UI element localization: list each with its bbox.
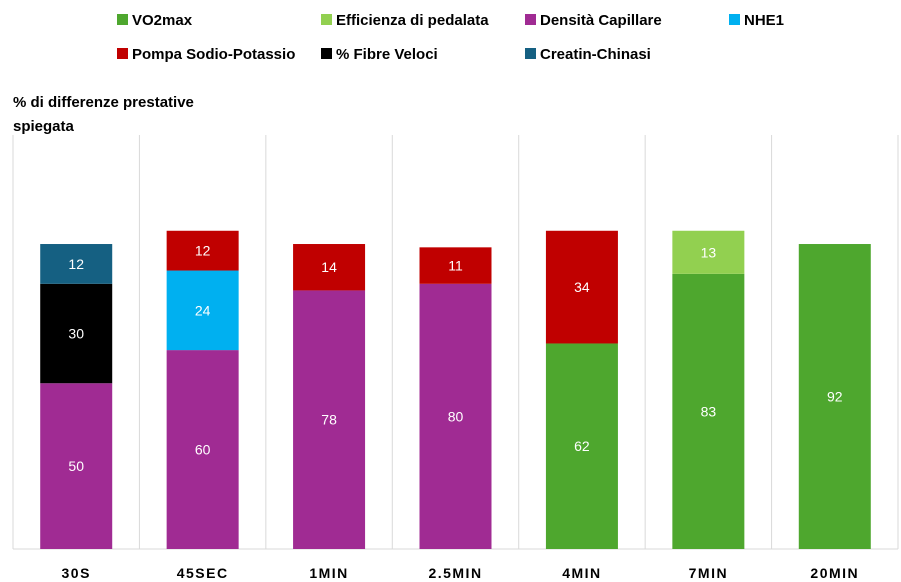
data-label-4min-vo2max: 62: [574, 438, 590, 454]
legend-label-vo2max: VO2max: [132, 12, 193, 29]
data-label-45sec-densit-capillare: 60: [195, 442, 211, 458]
bar-stack-4min: 62 34: [545, 230, 618, 549]
bar-stack-1min: 78 14: [293, 244, 366, 549]
bar-segment-45sec-densit-capillare: [166, 350, 239, 549]
data-label-45sec-pompa-sodio-potassio: 12: [195, 243, 211, 259]
legend-label-creatin-chinasi: Creatin-Chinasi: [540, 46, 651, 63]
bar-stack-20min: 92: [798, 244, 871, 549]
category-separators: [12, 135, 899, 549]
bar-segment-45sec-pompa-sodio-potassio: [166, 230, 239, 271]
bar-stack-30s: 50 30 12: [40, 244, 113, 549]
legend-label-nhe1: NHE1: [744, 12, 784, 29]
bar-segment-30s-creatin-chinasi: [40, 244, 113, 284]
bar-segment-7min-vo2max: [672, 273, 745, 549]
bars: 50 30 12 60 24 12 78 14 80 11 62 34 83 13 92: [40, 230, 871, 549]
legend-item-pct-fibre-veloci: % Fibre Veloci: [321, 46, 438, 63]
data-label-2-5min-pompa-sodio-potassio: 11: [448, 258, 463, 274]
y-axis-label-line-1: % di differenze prestative: [13, 94, 194, 111]
data-label-2-5min-densit-capillare: 80: [448, 408, 464, 424]
bar-segment-20min-vo2max: [798, 244, 871, 549]
legend-item-densit-capillare: Densità Capillare: [525, 12, 662, 29]
legend-swatch-densit-capillare: [525, 14, 536, 25]
bar-stack-45sec: 60 24 12: [166, 230, 239, 549]
bar-stack-7min: 83 13: [672, 230, 745, 549]
legend-item-creatin-chinasi: Creatin-Chinasi: [525, 46, 651, 63]
legend-swatch-nhe1: [729, 14, 740, 25]
bar-stack-2-5min: 80 11: [419, 247, 492, 549]
x-tick-label-1min: 1MIN: [309, 565, 348, 581]
legend-swatch-creatin-chinasi: [525, 48, 536, 59]
y-axis-label-line-2: spiegata: [13, 118, 75, 135]
bar-segment-1min-pompa-sodio-potassio: [293, 244, 366, 291]
bar-segment-4min-pompa-sodio-potassio: [545, 230, 618, 344]
data-label-45sec-nhe1: 24: [195, 302, 211, 318]
bar-segment-2-5min-pompa-sodio-potassio: [419, 247, 492, 284]
legend-item-vo2max: VO2max: [117, 12, 193, 29]
x-tick-label-2-5min: 2.5MIN: [428, 565, 482, 581]
bar-segment-2-5min-densit-capillare: [419, 283, 492, 549]
x-tick-label-4min: 4MIN: [562, 565, 601, 581]
legend-swatch-pct-fibre-veloci: [321, 48, 332, 59]
x-tick-label-20min: 20MIN: [810, 565, 859, 581]
legend-label-pct-fibre-veloci: % Fibre Veloci: [336, 46, 438, 63]
data-label-30s-pct-fibre-veloci: 30: [68, 326, 84, 342]
legend-label-efficienza-di-pedalata: Efficienza di pedalata: [336, 12, 489, 29]
x-tick-label-45sec: 45SEC: [177, 565, 229, 581]
legend-label-pompa-sodio-potassio: Pompa Sodio-Potassio: [132, 46, 295, 63]
x-tick-label-30s: 30S: [62, 565, 91, 581]
data-label-7min-vo2max: 83: [701, 403, 717, 419]
data-label-30s-densit-capillare: 50: [68, 458, 84, 474]
data-label-1min-pompa-sodio-potassio: 14: [321, 259, 337, 275]
data-label-4min-pompa-sodio-potassio: 34: [574, 279, 590, 295]
bar-segment-30s-pct-fibre-veloci: [40, 283, 113, 384]
legend-label-densit-capillare: Densità Capillare: [540, 12, 662, 29]
bar-segment-4min-vo2max: [545, 343, 618, 549]
data-label-1min-densit-capillare: 78: [321, 412, 337, 428]
bar-segment-30s-densit-capillare: [40, 383, 113, 549]
legend-swatch-vo2max: [117, 14, 128, 25]
bar-segment-45sec-nhe1: [166, 270, 239, 351]
data-label-7min-efficienza-di-pedalata: 13: [701, 244, 717, 260]
legend-swatch-pompa-sodio-potassio: [117, 48, 128, 59]
x-tick-label-7min: 7MIN: [689, 565, 728, 581]
legend-item-nhe1: NHE1: [729, 12, 784, 29]
data-label-30s-creatin-chinasi: 12: [68, 256, 84, 272]
bar-segment-7min-efficienza-di-pedalata: [672, 230, 745, 274]
bar-segment-1min-densit-capillare: [293, 290, 366, 549]
y-axis-label: % di differenze prestative spiegata: [13, 94, 198, 135]
legend-item-efficienza-di-pedalata: Efficienza di pedalata: [321, 12, 489, 29]
legend: VO2max Efficienza di pedalata Densità Capi…: [117, 12, 784, 63]
x-tick-labels: 30S 45SEC 1MIN 2.5MIN 4MIN 7MIN 20MIN: [62, 565, 859, 581]
legend-item-pompa-sodio-potassio: Pompa Sodio-Potassio: [117, 46, 295, 63]
legend-swatch-efficienza-di-pedalata: [321, 14, 332, 25]
data-label-20min-vo2max: 92: [827, 389, 843, 405]
